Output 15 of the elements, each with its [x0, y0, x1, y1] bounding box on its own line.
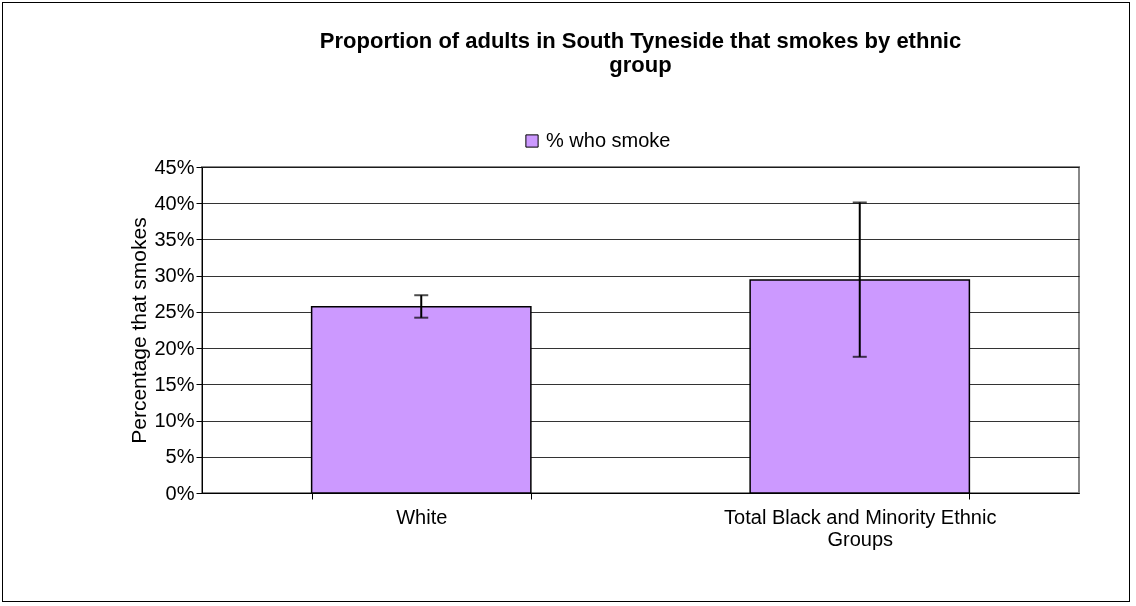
chart-title: Proportion of adults in South Tyneside that smokes by ethnic group — [319, 28, 962, 77]
y-tick-label: 40% — [154, 191, 195, 214]
y-tick-label: 30% — [154, 264, 195, 287]
y-tick-label: 10% — [154, 409, 195, 432]
y-tick-label: 15% — [154, 372, 195, 395]
y-tick-label: 45% — [154, 155, 195, 178]
y-tick-label: 0% — [165, 481, 195, 504]
y-tick-label: 20% — [154, 336, 195, 359]
y-tick-label: 25% — [154, 300, 195, 323]
y-tick-label: 35% — [154, 227, 195, 250]
y-axis-title: Percentage that smokes — [127, 217, 151, 444]
y-tick-label: 5% — [165, 445, 195, 468]
x-tick-label: Total Black and Minority Ethnic Groups — [724, 505, 997, 550]
x-tick-label: White — [396, 505, 448, 528]
legend-label: % who smoke — [546, 129, 671, 151]
